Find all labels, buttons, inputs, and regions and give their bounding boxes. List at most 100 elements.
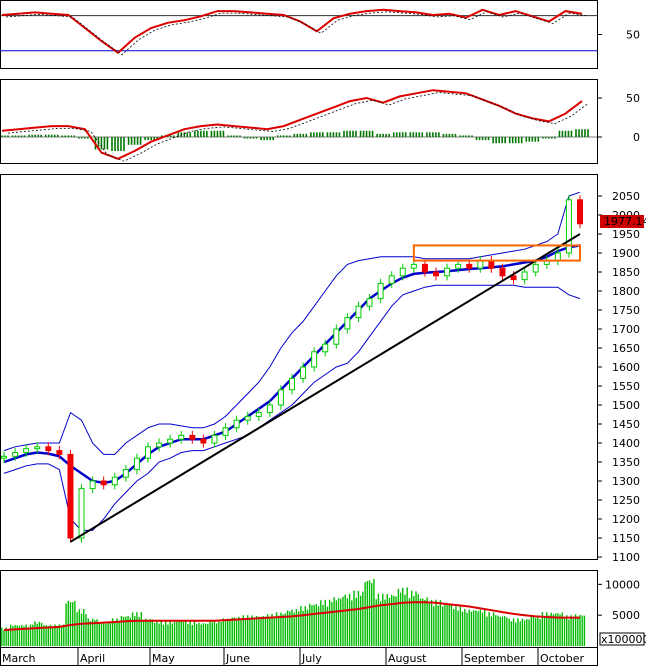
- trend-line: [69, 233, 581, 543]
- candle-body: [67, 453, 74, 539]
- candle-body: [521, 271, 528, 281]
- price-panel: [0, 174, 598, 560]
- candle-body: [244, 415, 251, 421]
- price-y-label: 1150: [612, 532, 640, 545]
- price-y-label: 1600: [612, 361, 640, 374]
- candle-body: [277, 389, 284, 406]
- candle-body: [255, 412, 262, 417]
- candle-body: [532, 263, 539, 273]
- candle-body: [410, 263, 417, 269]
- candle-body: [388, 275, 395, 284]
- candle-body: [100, 480, 107, 486]
- month-label: August: [388, 652, 427, 665]
- candle-body: [78, 488, 85, 539]
- candle-body: [12, 452, 19, 457]
- candle-body: [510, 275, 517, 281]
- candle-body: [433, 271, 439, 277]
- month-label: October: [540, 652, 584, 665]
- volume-multiplier-text: x100000: [601, 633, 646, 646]
- candle-body: [399, 267, 406, 277]
- candle-body: [444, 267, 451, 277]
- price-y-label: 1500: [612, 399, 640, 412]
- price-y-label: 1100: [612, 551, 640, 564]
- macd-series: [0, 89, 597, 162]
- macd-signal-line: [7, 92, 589, 162]
- candle-body: [222, 427, 229, 436]
- candle-body: [421, 263, 428, 273]
- candle-body: [1, 455, 7, 459]
- volume-ma-line: [3, 601, 580, 631]
- volume-multiplier: x100000: [599, 632, 646, 646]
- candle-body: [111, 476, 118, 486]
- price-y-label: 1400: [612, 437, 640, 450]
- volume-y-label: 5000: [612, 609, 640, 622]
- price-y-label: 1550: [612, 380, 640, 393]
- candle-body: [344, 317, 351, 330]
- month-label: June: [225, 652, 250, 665]
- candle-body: [311, 351, 318, 368]
- candle-body: [289, 377, 295, 391]
- candle-body: [156, 442, 163, 448]
- candle-body: [23, 448, 30, 454]
- rsi-series: [0, 8, 597, 56]
- price-y-label: 1450: [612, 418, 640, 431]
- price-y-label: 1250: [612, 494, 640, 507]
- candle-body: [167, 438, 174, 444]
- candle-body: [333, 328, 340, 345]
- candle-body: [499, 267, 506, 277]
- rsi-line: [1, 8, 583, 54]
- candle-body: [300, 366, 307, 379]
- price-y-label: 2050: [612, 190, 640, 203]
- candle-body: [366, 298, 373, 307]
- bollinger-upper: [3, 191, 581, 455]
- candle-body: [211, 434, 218, 444]
- month-label: April: [80, 652, 105, 665]
- candle-body: [89, 480, 96, 490]
- moving-average: [3, 244, 581, 485]
- candle-body: [200, 438, 207, 444]
- price-y-label: 1750: [612, 304, 640, 317]
- candle-body: [178, 434, 185, 440]
- macd-y-label: 0: [633, 131, 640, 144]
- candle-body: [554, 252, 561, 262]
- price-y-label: 1900: [612, 247, 640, 260]
- candle-body: [122, 469, 129, 478]
- rsi-panel: [0, 0, 598, 69]
- candle-body: [477, 260, 484, 269]
- price-y-label: 1950: [612, 228, 640, 241]
- month-label: May: [152, 652, 175, 665]
- candle-body: [322, 343, 329, 353]
- candle-body: [266, 404, 273, 414]
- candle-body: [565, 199, 572, 254]
- candle-body: [355, 305, 362, 319]
- axes: 50 50 0 1100 1150 1200 1250 1300 1350 1400 1450 150…: [0, 29, 640, 665]
- macd-line: [1, 89, 583, 160]
- price-y-label: 1200: [612, 513, 640, 526]
- candle-body: [455, 263, 462, 269]
- month-label: July: [301, 652, 322, 665]
- macd-panel: [0, 79, 598, 164]
- price-y-label: 1650: [612, 342, 640, 355]
- candle-body: [466, 263, 473, 269]
- candle-body: [233, 419, 240, 429]
- macd-y-label: 50: [626, 92, 640, 105]
- candle-body: [189, 434, 196, 440]
- candle-body: [34, 446, 41, 450]
- month-label: September: [464, 652, 525, 665]
- price-y-label: 1700: [612, 323, 640, 336]
- price-y-label: 1350: [612, 456, 640, 469]
- candle-body: [577, 199, 583, 225]
- price-y-label: 1300: [612, 475, 640, 488]
- rsi-y-label: 50: [626, 29, 640, 42]
- price-series: [1, 191, 583, 543]
- last-price-tag: 1977.14: [600, 215, 646, 228]
- candle-body: [377, 282, 384, 300]
- volume-series: [0, 579, 586, 646]
- candle-body: [133, 457, 140, 471]
- month-label: March: [2, 652, 36, 665]
- candle-body: [488, 260, 495, 269]
- rsi-signal-line: [5, 11, 587, 56]
- price-y-label: 1850: [612, 266, 640, 279]
